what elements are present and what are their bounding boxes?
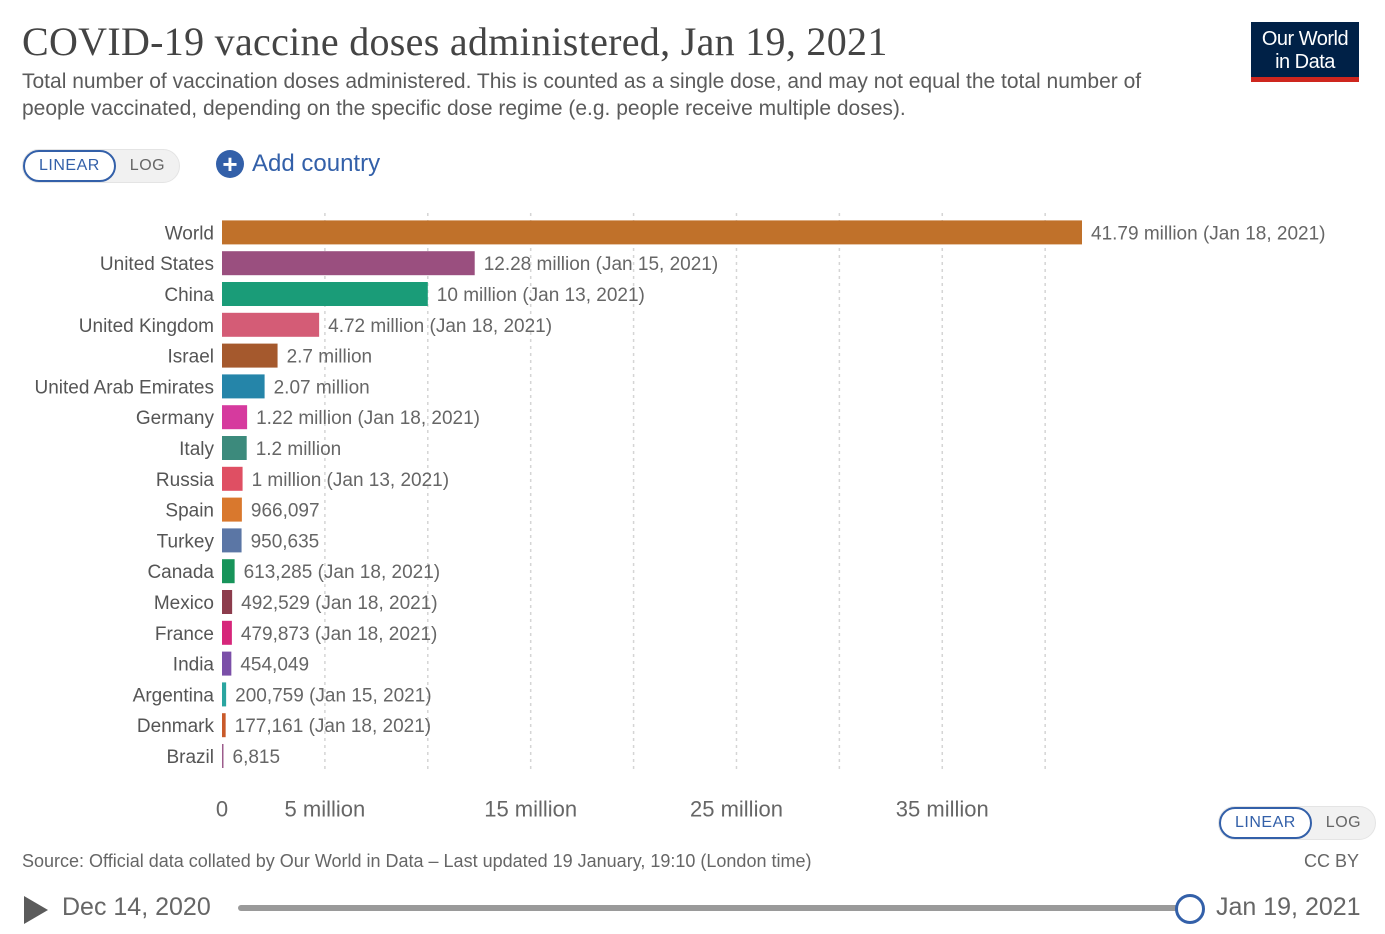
bar[interactable] — [222, 282, 428, 306]
add-country-button[interactable]: + Add country — [216, 150, 380, 178]
logo-line-2: in Data — [1275, 51, 1335, 73]
category-label: Turkey — [157, 531, 215, 552]
bar[interactable] — [222, 497, 242, 522]
owid-logo[interactable]: Our World in Data — [1251, 22, 1359, 82]
log-scale-button[interactable]: LOG — [129, 157, 166, 174]
chart-title: COVID-19 vaccine doses administered, Jan… — [22, 19, 888, 64]
value-label: 200,759 (Jan 15, 2021) — [235, 685, 432, 706]
bar[interactable] — [222, 436, 247, 460]
category-label: Mexico — [154, 593, 214, 614]
category-label: Russia — [156, 470, 215, 491]
value-label: 613,285 (Jan 18, 2021) — [244, 562, 441, 583]
category-label: Canada — [147, 562, 214, 583]
bar[interactable] — [222, 559, 235, 584]
plus-circle-icon: + — [216, 150, 244, 178]
x-tick-label: 35 million — [896, 796, 989, 820]
value-label: 12.28 million (Jan 15, 2021) — [484, 254, 718, 275]
category-label: United States — [100, 254, 214, 275]
value-label: 1.22 million (Jan 18, 2021) — [256, 408, 480, 429]
category-label: Brazil — [166, 747, 214, 768]
value-label: 966,097 — [251, 501, 320, 522]
bar[interactable] — [222, 466, 243, 491]
bar[interactable] — [222, 682, 227, 707]
value-label: 950,635 — [251, 531, 320, 552]
bar[interactable] — [222, 590, 233, 614]
x-tick-label: 0 — [216, 796, 228, 820]
bar[interactable] — [222, 651, 232, 676]
x-tick-label: 25 million — [690, 796, 783, 820]
value-label: 2.07 million — [274, 377, 370, 398]
value-label: 10 million (Jan 13, 2021) — [437, 285, 645, 306]
value-label: 6,815 — [233, 747, 281, 768]
bar[interactable] — [222, 312, 320, 337]
bar[interactable] — [222, 251, 475, 276]
category-label: Argentina — [133, 685, 215, 706]
value-label: 41.79 million (Jan 18, 2021) — [1091, 223, 1325, 244]
bar[interactable] — [222, 744, 224, 768]
bar[interactable] — [222, 620, 232, 645]
category-label: China — [164, 285, 214, 306]
logo-line-1: Our World — [1261, 28, 1349, 50]
log-scale-button-bottom[interactable]: LOG — [1325, 814, 1362, 831]
value-label: 2.7 million — [287, 347, 373, 368]
linear-scale-button[interactable]: LINEAR — [23, 150, 116, 182]
bar[interactable] — [222, 220, 1082, 245]
timeline-handle[interactable] — [1175, 894, 1205, 924]
add-country-label: Add country — [252, 150, 381, 177]
category-label: World — [165, 223, 214, 244]
category-label: Germany — [136, 408, 215, 429]
timeline: Dec 14, 2020 Jan 19, 2021 — [22, 888, 1362, 928]
value-label: 1 million (Jan 13, 2021) — [252, 470, 450, 491]
timeline-start-date: Dec 14, 2020 — [62, 893, 211, 921]
bar-chart: World 41.79 million (Jan 18, 2021) United … — [34, 213, 1325, 820]
category-label: Israel — [168, 347, 214, 368]
bar[interactable] — [222, 528, 242, 553]
value-label: 492,529 (Jan 18, 2021) — [241, 593, 438, 614]
bar[interactable] — [222, 713, 226, 738]
scale-toggle-top: LINEAR LOG — [22, 149, 181, 183]
category-label: Denmark — [137, 716, 215, 737]
category-label: United Arab Emirates — [34, 377, 214, 398]
category-label: India — [173, 655, 215, 676]
category-label: Spain — [165, 501, 214, 522]
x-tick-label: 5 million — [285, 796, 366, 820]
source-note: Source: Official data collated by Our Wo… — [22, 851, 812, 871]
x-tick-label: 15 million — [484, 796, 577, 820]
value-label: 1.2 million — [256, 439, 342, 460]
value-label: 177,161 (Jan 18, 2021) — [235, 716, 432, 737]
value-label: 4.72 million (Jan 18, 2021) — [328, 316, 552, 337]
bar[interactable] — [222, 343, 278, 368]
value-label: 479,873 (Jan 18, 2021) — [241, 624, 438, 645]
license-link[interactable]: CC BY — [1303, 851, 1359, 871]
bar[interactable] — [222, 405, 248, 430]
chart-subtitle: Total number of vaccination doses admini… — [22, 70, 1142, 120]
bar[interactable] — [222, 374, 265, 399]
scale-toggle-bottom: LINEAR LOG — [1218, 806, 1377, 840]
category-label: Italy — [179, 439, 214, 460]
linear-scale-button-bottom[interactable]: LINEAR — [1219, 807, 1312, 839]
timeline-end-date: Jan 19, 2021 — [1216, 893, 1361, 921]
timeline-track[interactable] — [238, 905, 1188, 911]
play-icon[interactable] — [24, 896, 48, 924]
value-label: 454,049 — [240, 655, 309, 676]
category-label: United Kingdom — [79, 316, 214, 337]
category-label: France — [155, 624, 214, 645]
